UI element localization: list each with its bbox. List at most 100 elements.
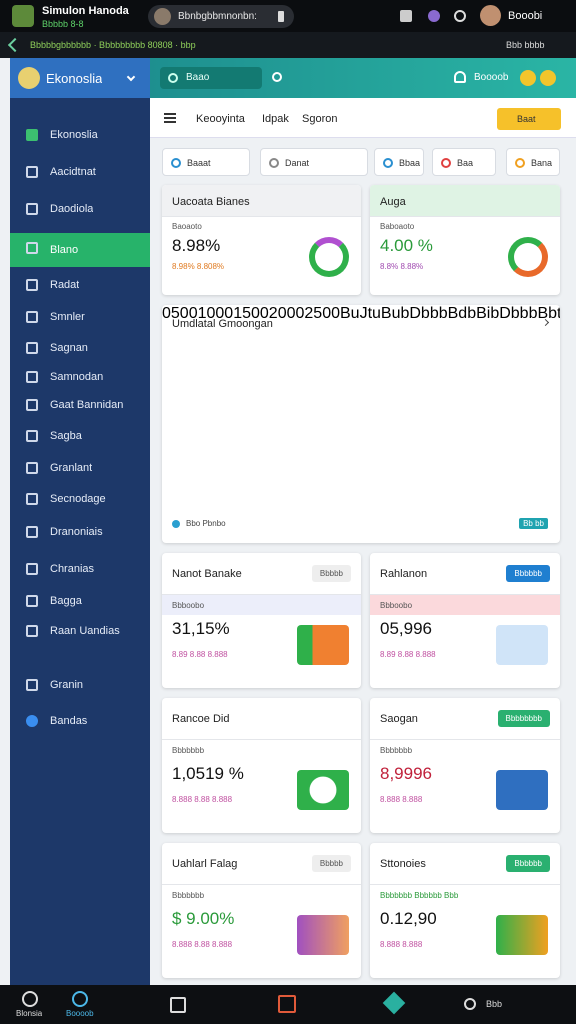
- sidebar-item[interactable]: Ekonoslia: [10, 120, 150, 150]
- breadcrumb: Bbbbbgbbbbbb · Bbbbbbbbb 80808 · bbp: [30, 40, 196, 50]
- icon[interactable]: [428, 10, 440, 22]
- filter-label: Baa: [457, 158, 474, 168]
- sidebar-item[interactable]: Sagba: [10, 421, 150, 451]
- sidebar-item[interactable]: Granlant: [10, 453, 150, 483]
- card-tag[interactable]: Bbbbb: [311, 565, 351, 582]
- filter-button[interactable]: Baaat: [162, 148, 250, 176]
- sidebar-item[interactable]: Blano: [10, 233, 150, 267]
- card-graphic: [496, 770, 548, 810]
- toolbar-tab[interactable]: Keooyinta: [196, 113, 245, 125]
- sidebar-item[interactable]: Chranias: [10, 554, 150, 584]
- sidebar-item[interactable]: Smnler: [10, 302, 150, 332]
- sidebar-item[interactable]: Daodiola: [10, 194, 150, 224]
- x-tick-label: Bib: [476, 305, 500, 322]
- chart-badge: Bb bb: [519, 518, 548, 529]
- sidebar-item[interactable]: Samnodan: [10, 362, 150, 392]
- badge[interactable]: [520, 70, 536, 86]
- search-icon[interactable]: [272, 72, 282, 82]
- item-icon: [26, 203, 38, 215]
- card-note: 8.888 8.88 8.888: [172, 940, 233, 949]
- item-icon: [26, 311, 38, 323]
- card: Auga Baboaoto 4.00 % 8.8% 8.88%: [370, 185, 560, 295]
- icon[interactable]: [400, 10, 412, 22]
- back-icon[interactable]: [7, 37, 23, 53]
- nav-icon[interactable]: [464, 998, 476, 1010]
- menu-icon[interactable]: [164, 113, 176, 123]
- action-button[interactable]: Baat: [497, 108, 561, 130]
- avatar[interactable]: [480, 5, 501, 26]
- nav-icon[interactable]: [382, 991, 406, 1015]
- nav-icon[interactable]: [170, 997, 186, 1013]
- card-header: [370, 698, 560, 740]
- nav-label[interactable]: Blonsia: [16, 1009, 43, 1018]
- card-tag[interactable]: Bbbbbb: [506, 565, 550, 582]
- y-tick-label: 1000: [197, 305, 234, 322]
- y-tick-label: 2500: [304, 305, 340, 322]
- ring-icon: [309, 237, 349, 277]
- sidebar-item[interactable]: Bandas: [10, 706, 150, 736]
- chevron[interactable]: [541, 318, 550, 327]
- sidebar-item[interactable]: Secnodage: [10, 484, 150, 514]
- y-tick-label: 500: [170, 305, 198, 322]
- search-box[interactable]: Baao: [160, 67, 262, 89]
- tab-title: Bbnbgbbmnonbn:: [178, 11, 257, 22]
- y-tick-label: 0: [162, 305, 171, 322]
- card-title: Rancoe Did: [172, 713, 230, 725]
- filter-button[interactable]: Bbaa: [374, 148, 424, 176]
- sidebar-item[interactable]: Dranoniais: [10, 517, 150, 547]
- app-title: Simulon Hanoda: [42, 5, 129, 17]
- filter-label: Baaat: [187, 158, 211, 168]
- filter-label: Danat: [285, 158, 310, 168]
- card-band: [162, 885, 361, 905]
- badge[interactable]: [540, 70, 556, 86]
- y-tick-label: 1500: [233, 305, 269, 322]
- filter-button[interactable]: Baa: [432, 148, 496, 176]
- toolbar: Baat Keooyinta Idpak Sgoron: [150, 98, 576, 138]
- sidebar-item[interactable]: Sagnan: [10, 333, 150, 363]
- filter-button[interactable]: Danat: [260, 148, 368, 176]
- nav-label[interactable]: Bbb: [486, 999, 503, 1009]
- card-tag[interactable]: Bbbbbb: [506, 855, 550, 872]
- item-label: Raan Uandias: [50, 625, 120, 637]
- card-value: 0.12,90: [380, 909, 437, 928]
- card-band: [162, 595, 361, 615]
- item-icon: [26, 526, 38, 538]
- app-subtitle: Bbbbb 8-8: [42, 19, 84, 29]
- card-tag[interactable]: Bbbbbbbb: [497, 710, 550, 727]
- card-title: Nanot Banake: [172, 568, 242, 580]
- item-label: Sagnan: [50, 342, 88, 354]
- card-note: 8.89 8.88 8.888: [380, 650, 436, 659]
- nav-label[interactable]: Boooob: [66, 1009, 94, 1018]
- card-title: Saogan: [380, 713, 418, 725]
- item-label: Granin: [50, 679, 84, 691]
- sidebar-brand: Ekonoslia: [10, 58, 150, 98]
- card-note: 8.89 8.88 8.888: [172, 650, 228, 659]
- filter-button[interactable]: Bana: [506, 148, 560, 176]
- x-tick-label: Dbbb: [499, 305, 538, 322]
- user-icon[interactable]: [454, 71, 466, 83]
- filter-icon: [515, 158, 525, 168]
- ring-icon: [508, 237, 548, 277]
- toolbar-tab[interactable]: Idpak: [262, 113, 289, 125]
- card-graphic: [297, 915, 349, 955]
- card-value: $ 9.00%: [172, 909, 235, 928]
- tab-pill[interactable]: Bbnbgbbmnonbn:: [148, 5, 294, 28]
- nav-icon[interactable]: [278, 995, 296, 1013]
- x-tick-label: Bu: [339, 305, 360, 322]
- sidebar-item[interactable]: Gaat Bannidan: [10, 390, 150, 420]
- header: Baao Boooob: [150, 58, 576, 98]
- card-sub: Baoaoto: [172, 222, 202, 231]
- sidebar-item[interactable]: Aacidtnat: [10, 157, 150, 187]
- bottom-nav: Blonsia Boooob Bbb: [0, 985, 576, 1024]
- card-note: 8.888 8.88 8.888: [172, 795, 233, 804]
- sidebar-item[interactable]: Radat: [10, 270, 150, 300]
- icon[interactable]: [454, 10, 466, 22]
- card-tag[interactable]: Bbbbb: [311, 855, 351, 872]
- sidebar-item[interactable]: Granin: [10, 670, 150, 700]
- filter-icon: [383, 158, 393, 168]
- item-icon: [26, 715, 38, 727]
- sidebar-item[interactable]: Bagga: [10, 586, 150, 616]
- user-name: Booobi: [508, 10, 543, 22]
- toolbar-tab[interactable]: Sgoron: [302, 113, 338, 125]
- sidebar-item[interactable]: Raan Uandias: [10, 616, 150, 646]
